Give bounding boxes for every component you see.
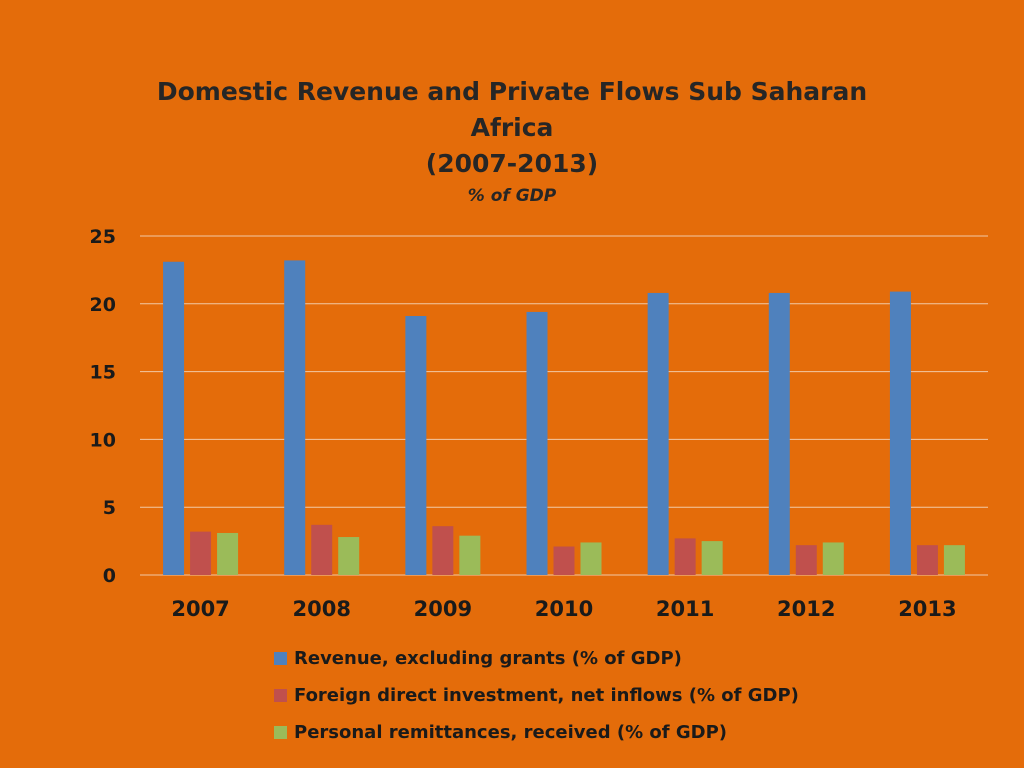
bar-2013-series-1 bbox=[889, 291, 911, 575]
chart-title-line-3: (2007-2013) bbox=[425, 149, 599, 178]
chart-subtitle: % of GDP bbox=[467, 186, 557, 206]
y-tick-label: 10 bbox=[90, 429, 116, 451]
bar-2011-series-3 bbox=[701, 541, 723, 575]
legend-label-remittances: Personal remittances, received (% of GDP… bbox=[294, 722, 727, 743]
chart-title-block: Domestic Revenue and Private Flows Sub S… bbox=[0, 74, 1024, 208]
x-tick-label-2013: 2013 bbox=[898, 597, 956, 621]
bar-2009-series-2 bbox=[432, 526, 454, 575]
bar-2013-series-2 bbox=[916, 545, 938, 575]
x-tick-label-2011: 2011 bbox=[656, 597, 714, 621]
y-tick-label: 0 bbox=[103, 565, 116, 587]
legend-item-fdi: Foreign direct investment, net inflows (… bbox=[274, 677, 799, 714]
legend-swatch-remittances bbox=[274, 726, 287, 739]
chart-title-line-2: Africa bbox=[470, 113, 554, 142]
legend-swatch-fdi bbox=[274, 689, 287, 702]
bar-2007-series-1 bbox=[163, 261, 185, 575]
chart-bars bbox=[163, 260, 965, 575]
x-tick-label-2009: 2009 bbox=[414, 597, 472, 621]
bar-2012-series-2 bbox=[795, 545, 817, 575]
bar-2008-series-2 bbox=[311, 524, 333, 575]
legend-swatch-revenue bbox=[274, 652, 287, 665]
y-axis-ticks: 0 5 10 15 20 25 bbox=[90, 226, 116, 587]
legend-label-fdi: Foreign direct investment, net inflows (… bbox=[294, 685, 799, 706]
y-tick-label: 25 bbox=[90, 226, 116, 248]
bar-2009-series-3 bbox=[459, 535, 481, 575]
x-tick-label-2008: 2008 bbox=[292, 597, 350, 621]
bar-2013-series-3 bbox=[943, 545, 965, 575]
bar-2010-series-3 bbox=[580, 542, 602, 575]
bar-2008-series-1 bbox=[284, 260, 306, 575]
bar-2012-series-1 bbox=[768, 292, 790, 575]
x-tick-label-2010: 2010 bbox=[535, 597, 593, 621]
y-tick-label: 20 bbox=[90, 294, 116, 316]
x-tick-label-2007: 2007 bbox=[171, 597, 229, 621]
bar-2010-series-1 bbox=[526, 311, 548, 575]
x-axis-ticks: 2007 2008 2009 2010 2011 2012 2013 bbox=[171, 597, 956, 621]
legend-item-remittances: Personal remittances, received (% of GDP… bbox=[274, 714, 799, 751]
bar-2008-series-3 bbox=[338, 537, 360, 575]
x-tick-label-2012: 2012 bbox=[777, 597, 835, 621]
bar-2011-series-2 bbox=[674, 538, 696, 575]
bar-2012-series-3 bbox=[822, 542, 844, 575]
bar-2007-series-2 bbox=[190, 531, 212, 575]
chart-gridlines bbox=[140, 235, 988, 576]
bar-2011-series-1 bbox=[647, 292, 669, 575]
bar-2010-series-2 bbox=[553, 546, 575, 575]
bar-2009-series-1 bbox=[405, 316, 427, 575]
legend-item-revenue: Revenue, excluding grants (% of GDP) bbox=[274, 640, 799, 677]
y-tick-label: 15 bbox=[90, 362, 116, 384]
chart-title-line-1: Domestic Revenue and Private Flows Sub S… bbox=[156, 77, 868, 106]
chart-legend: Revenue, excluding grants (% of GDP) For… bbox=[274, 640, 799, 751]
bar-2007-series-3 bbox=[217, 532, 239, 575]
y-tick-label: 5 bbox=[103, 497, 116, 519]
legend-label-revenue: Revenue, excluding grants (% of GDP) bbox=[294, 648, 682, 669]
